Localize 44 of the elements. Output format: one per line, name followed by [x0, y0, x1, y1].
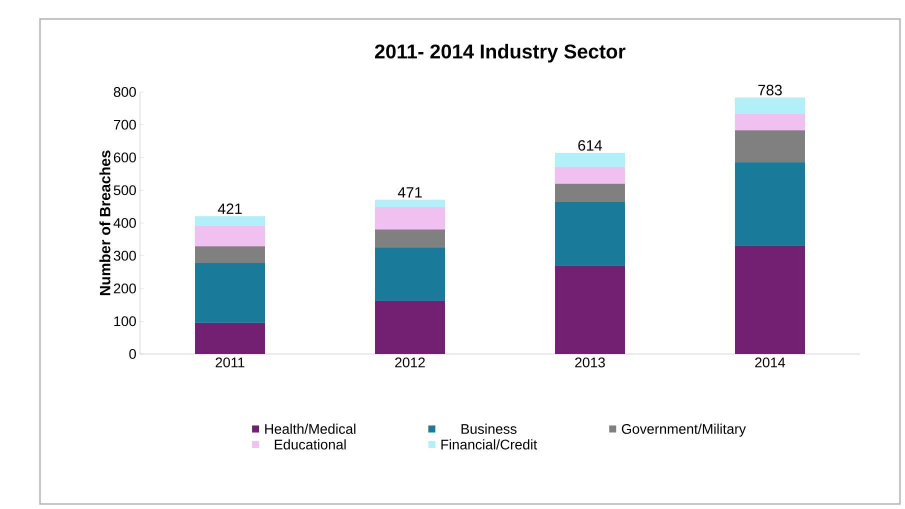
total-label: 421: [218, 203, 242, 214]
chart-title: 2011- 2014 Industry Sector: [374, 44, 626, 63]
y-tick-label: 0: [129, 349, 136, 359]
y-tick-label: 200: [114, 284, 136, 294]
bar: [195, 216, 266, 226]
y-axis-title: Number of Breaches: [99, 150, 110, 296]
x-tick-label: 2014: [755, 358, 786, 368]
total-label: 783: [758, 84, 782, 96]
bar: [375, 247, 446, 301]
legend-label: Business: [462, 424, 517, 434]
bar: [375, 200, 446, 207]
bar: [735, 130, 806, 162]
bar: [375, 300, 446, 354]
x-tick-label: 2012: [395, 358, 425, 368]
legend-label: Health/Medical: [265, 424, 356, 434]
bar: [555, 202, 626, 266]
total-label: 614: [578, 140, 602, 151]
x-tick-label: 2011: [216, 358, 244, 368]
bar: [735, 246, 806, 354]
bar: [555, 184, 626, 202]
bar: [375, 230, 446, 248]
bar: [555, 266, 626, 354]
y-tick-label: 100: [114, 316, 136, 326]
bar: [555, 152, 626, 167]
legend-label: Financial/Credit: [441, 439, 538, 450]
bar: [555, 166, 626, 184]
bar: [195, 262, 266, 323]
bar: [195, 246, 266, 263]
y-tick-label: 600: [114, 152, 136, 162]
y-tick-label: 800: [114, 87, 136, 97]
total-label: 471: [398, 187, 422, 198]
y-tick-label: 700: [114, 120, 136, 130]
bar: [195, 226, 266, 246]
bar: [375, 206, 446, 230]
legend-label: Government/Military: [622, 424, 746, 437]
bar: [195, 322, 266, 354]
y-tick-label: 400: [114, 218, 136, 228]
bar: [735, 114, 806, 130]
y-tick-label: 500: [114, 185, 136, 196]
y-tick-label: 300: [114, 250, 136, 261]
x-tick-label: 2013: [575, 358, 605, 368]
legend-label: Educational: [274, 439, 346, 450]
bar: [735, 162, 806, 246]
bar: [735, 98, 806, 114]
